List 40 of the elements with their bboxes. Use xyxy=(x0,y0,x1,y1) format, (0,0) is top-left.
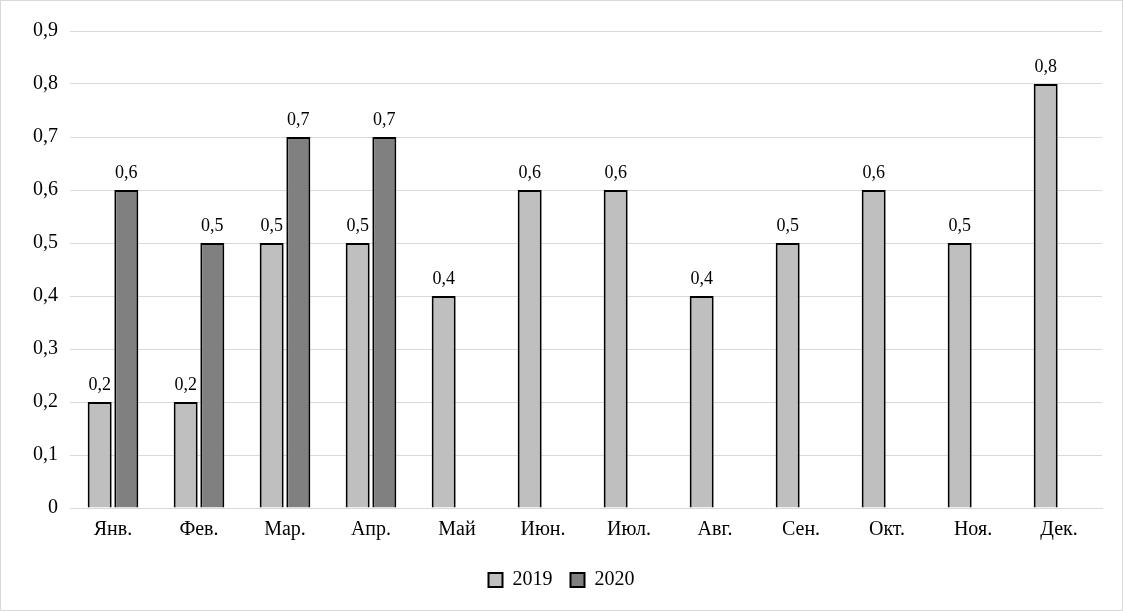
x-tick-label: Дек. xyxy=(1040,517,1078,541)
data-label: 0,6 xyxy=(862,161,885,182)
x-tick-label: Фев. xyxy=(179,517,219,540)
data-label: 0,7 xyxy=(373,108,396,129)
data-label: 0,4 xyxy=(432,267,455,288)
data-label: 0,6 xyxy=(115,161,138,182)
x-tick-label: Янв. xyxy=(93,517,133,540)
legend-label: 2019 xyxy=(512,567,553,590)
x-tick-label: Ноя. xyxy=(953,517,993,540)
x-tick-label: Сен. xyxy=(781,517,821,540)
x-tick-label: Мар. xyxy=(264,517,306,541)
data-label: 0,6 xyxy=(604,161,627,182)
y-tick-label: 0,9 xyxy=(33,18,58,41)
data-label: 0,4 xyxy=(690,267,713,288)
y-tick-label: 0,1 xyxy=(33,442,58,465)
legend-label: 2020 xyxy=(594,567,635,590)
data-label: 0,5 xyxy=(260,214,283,235)
data-label: 0,5 xyxy=(201,214,224,235)
y-tick-label: 0,3 xyxy=(33,336,58,359)
data-label: 0,2 xyxy=(88,373,111,394)
x-tick-label: Июл. xyxy=(607,517,651,540)
y-tick-label: 0 xyxy=(48,495,58,518)
data-label: 0,6 xyxy=(518,161,541,182)
y-tick-label: 0,4 xyxy=(33,283,58,306)
y-tick-label: 0,5 xyxy=(33,230,58,253)
x-tick-label: Авг. xyxy=(697,517,733,540)
data-label: 0,8 xyxy=(1034,55,1057,76)
x-tick-label: Окт. xyxy=(868,517,906,540)
y-tick-label: 0,6 xyxy=(33,177,58,200)
data-label: 0,2 xyxy=(174,373,197,394)
x-tick-label: Май xyxy=(438,517,476,540)
data-label: 0,5 xyxy=(948,214,971,235)
data-label: 0,7 xyxy=(287,108,310,129)
x-tick-label: Июн. xyxy=(520,517,566,540)
data-label: 0,5 xyxy=(776,214,799,235)
data-label: 0,5 xyxy=(346,214,369,235)
y-tick-label: 0,8 xyxy=(33,71,58,94)
y-tick-label: 0,2 xyxy=(33,389,58,412)
x-tick-label: Апр. xyxy=(350,517,392,541)
y-tick-label: 0,7 xyxy=(33,124,58,147)
